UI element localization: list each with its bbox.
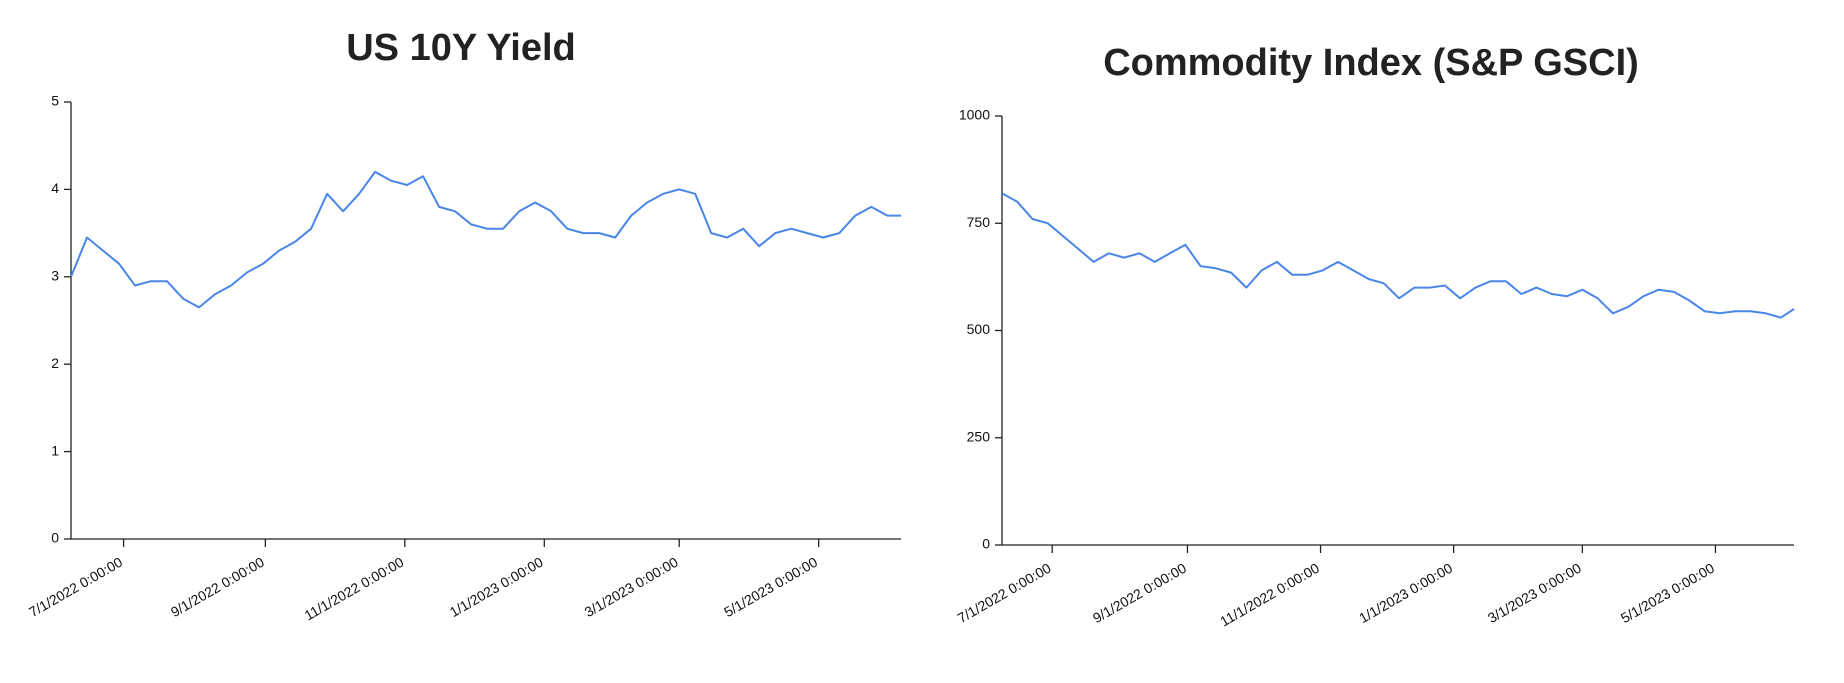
y-tick-label: 5 xyxy=(51,93,59,109)
chart-title: US 10Y Yield xyxy=(346,27,576,69)
line xyxy=(1001,192,1795,319)
y-tick-label: 500 xyxy=(967,321,991,337)
line xyxy=(70,170,901,309)
y-tick-label: 1 xyxy=(51,442,59,458)
chart-title: Commodity Index (S&P GSCI) xyxy=(1103,42,1639,84)
x-tick-label: 5/1/2023 0:00:00 xyxy=(1618,560,1717,627)
y-tick-label: 2 xyxy=(51,355,59,371)
y-tick-label: 1000 xyxy=(959,107,990,123)
x-tick-label: 7/1/2022 0:00:00 xyxy=(955,560,1054,627)
x-tick-label: 9/1/2022 0:00:00 xyxy=(168,554,267,621)
x-tick-label: 1/1/2023 0:00:00 xyxy=(447,554,546,621)
y-tick-label: 3 xyxy=(51,268,59,284)
x-tick-label: 9/1/2022 0:00:00 xyxy=(1090,560,1189,627)
x-tick-label: 7/1/2022 0:00:00 xyxy=(26,554,125,621)
x-tick-label: 1/1/2023 0:00:00 xyxy=(1356,560,1455,627)
x-tick-label: 5/1/2023 0:00:00 xyxy=(721,554,820,621)
x-tick-label: 3/1/2023 0:00:00 xyxy=(1485,560,1584,627)
y-tick-label: 0 xyxy=(51,530,59,546)
y-tick-label: 750 xyxy=(967,214,991,230)
x-tick-label: 11/1/2022 0:00:00 xyxy=(301,554,406,624)
x-tick-label: 3/1/2023 0:00:00 xyxy=(582,554,681,621)
y-tick-label: 4 xyxy=(51,180,59,196)
x-tick-label: 11/1/2022 0:00:00 xyxy=(1217,560,1322,630)
y-tick-label: 250 xyxy=(967,428,991,444)
y-tick-label: 0 xyxy=(982,536,990,552)
